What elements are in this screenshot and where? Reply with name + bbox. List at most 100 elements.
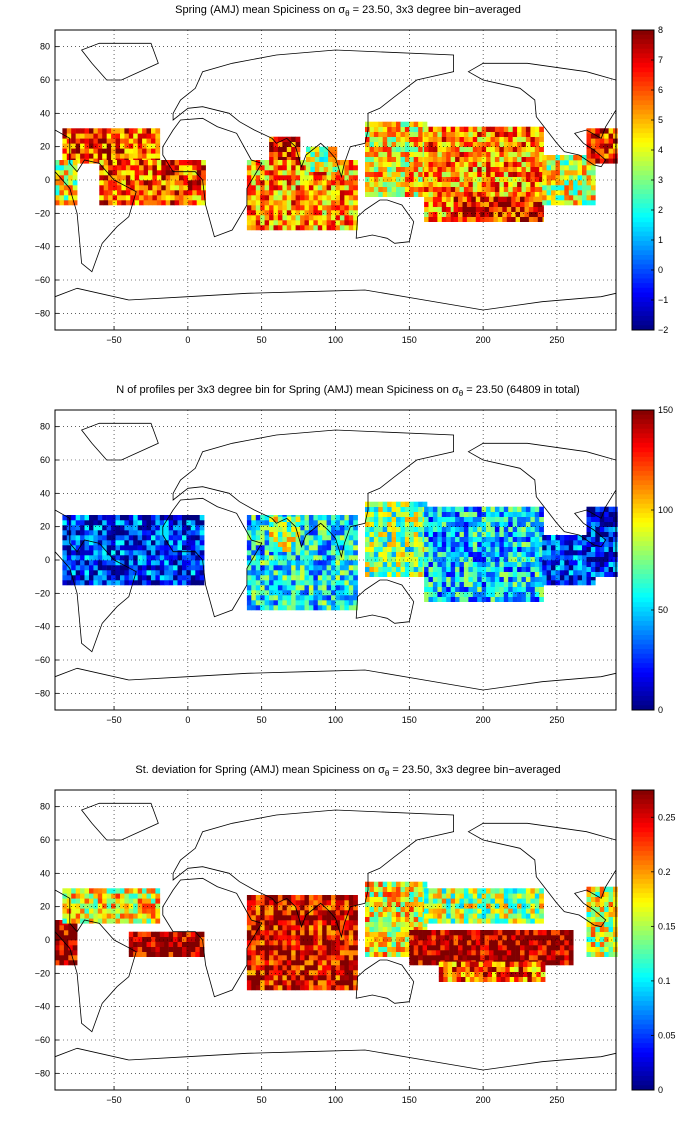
data-cell <box>300 585 305 591</box>
data-cell <box>428 126 434 132</box>
data-cell <box>424 181 429 187</box>
data-cell <box>326 930 332 936</box>
y-tick-label: 60 <box>40 455 50 465</box>
data-cell <box>462 206 468 212</box>
data-cell <box>521 181 527 187</box>
colorbar-frame <box>631 409 655 711</box>
data-cell <box>137 133 143 139</box>
data-cell <box>530 176 536 182</box>
data-cell <box>373 141 379 147</box>
data-cell <box>269 190 274 196</box>
data-cell <box>400 141 406 147</box>
data-cell <box>146 888 152 894</box>
data-cell <box>326 180 332 186</box>
data-cell <box>493 211 499 217</box>
data-cell <box>348 200 354 206</box>
data-cell <box>486 581 491 587</box>
data-cell <box>348 595 354 601</box>
data-cell <box>365 556 370 562</box>
data-cell <box>300 590 305 596</box>
data-cell <box>317 170 323 176</box>
data-cell <box>269 605 274 611</box>
colorbar-step <box>632 255 654 261</box>
data-cell <box>182 540 187 546</box>
data-cell <box>199 520 205 526</box>
data-cell <box>282 200 288 206</box>
data-cell <box>304 575 310 581</box>
data-cell <box>308 585 314 591</box>
data-cell <box>424 551 429 557</box>
data-cell <box>146 936 152 942</box>
data-cell <box>387 536 392 542</box>
data-cell <box>164 560 169 566</box>
data-cell <box>511 216 516 222</box>
data-cell <box>308 515 314 521</box>
data-cell <box>295 925 301 931</box>
data-cell <box>186 936 192 942</box>
data-cell <box>506 206 512 212</box>
data-cell <box>269 200 274 206</box>
data-cell <box>525 581 531 587</box>
data-cell <box>331 980 336 986</box>
data-cell <box>499 576 505 582</box>
data-cell <box>404 571 410 577</box>
data-cell <box>326 545 332 551</box>
data-cell <box>348 195 354 201</box>
data-cell <box>477 536 482 542</box>
colorbar-step <box>632 76 654 82</box>
data-cell <box>99 185 105 191</box>
data-cell <box>391 536 397 542</box>
data-cell <box>512 156 518 162</box>
data-cell <box>331 210 336 216</box>
data-cell <box>291 550 296 556</box>
data-cell <box>353 950 358 956</box>
data-cell <box>400 161 406 167</box>
data-cell <box>339 530 345 536</box>
data-cell <box>590 566 596 572</box>
data-cell <box>317 940 323 946</box>
data-cell <box>339 605 345 611</box>
data-cell <box>335 175 341 181</box>
data-cell <box>551 170 556 176</box>
data-cell <box>537 216 543 222</box>
data-cell <box>246 540 252 546</box>
data-cell <box>409 186 415 192</box>
data-cell <box>246 925 252 931</box>
data-cell <box>155 560 161 566</box>
data-cell <box>120 903 125 909</box>
data-cell <box>300 910 305 916</box>
data-cell <box>477 136 482 142</box>
data-cell <box>304 195 310 201</box>
data-cell <box>55 955 60 961</box>
data-cell <box>577 580 583 586</box>
data-cell <box>339 935 345 941</box>
data-cell <box>286 970 292 976</box>
data-cell <box>331 220 336 226</box>
data-cell <box>353 520 358 526</box>
title-sub: θ <box>384 769 390 779</box>
data-cell <box>317 560 323 566</box>
data-cell <box>551 580 556 586</box>
data-cell <box>313 575 319 581</box>
data-cell <box>291 955 296 961</box>
data-cell <box>322 175 327 181</box>
data-cell <box>459 181 465 187</box>
data-cell <box>373 501 379 507</box>
data-cell <box>269 526 274 532</box>
data-cell <box>387 181 392 187</box>
data-cell <box>62 565 68 571</box>
data-cell <box>146 530 152 536</box>
data-cell <box>409 521 415 527</box>
data-cell <box>264 975 270 981</box>
data-cell <box>551 555 556 561</box>
data-cell <box>486 191 491 197</box>
data-cell <box>111 143 116 149</box>
data-cell <box>494 136 500 142</box>
data-cell <box>404 191 410 197</box>
data-cell <box>404 911 410 917</box>
data-cell <box>339 980 345 986</box>
data-cell <box>534 551 540 557</box>
data-cell <box>599 546 605 552</box>
data-cell <box>308 215 314 221</box>
data-cell <box>378 121 384 127</box>
